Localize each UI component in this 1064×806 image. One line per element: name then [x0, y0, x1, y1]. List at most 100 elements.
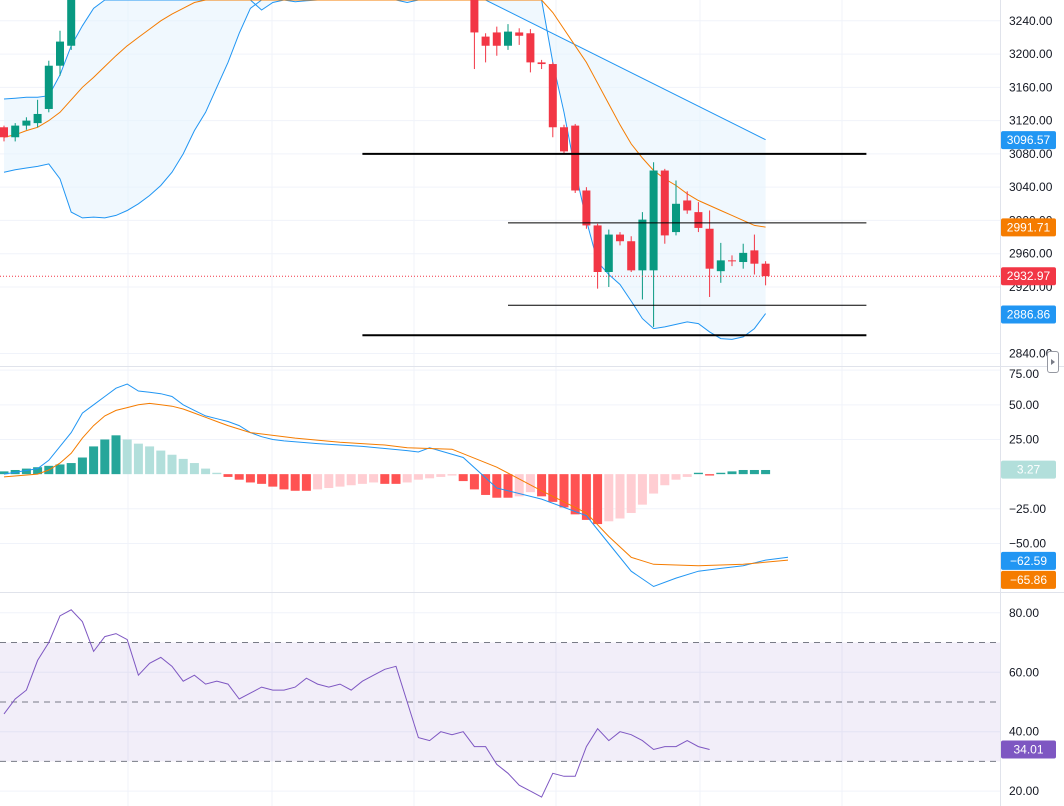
axis-tick-label: 80.00 [1009, 606, 1039, 620]
price-panel[interactable] [0, 0, 1000, 340]
rsi-panel[interactable] [0, 609, 1000, 798]
candle [616, 232, 624, 246]
macd-histogram-bar [537, 474, 547, 497]
macd-histogram-bar [313, 474, 323, 490]
macd-histogram-bar [458, 474, 468, 482]
last-price-badge-bg [1001, 267, 1056, 286]
last-price-badge: 2932.97 [1001, 267, 1056, 286]
axis-tick-label: 50.00 [1009, 398, 1039, 412]
rsi-value-badge-text: 34.01 [1013, 742, 1043, 756]
macd-histogram-bar [514, 474, 524, 497]
axis-tick-label: −50.00 [1009, 536, 1046, 550]
candle [649, 162, 658, 327]
bollinger-upper-badge-bg [1001, 131, 1056, 150]
macd-histogram-bar [671, 474, 681, 480]
scale-scroll-button[interactable] [1047, 351, 1059, 373]
macd-histogram-bar [380, 474, 390, 484]
signal-line-badge: −65.86 [1001, 570, 1056, 589]
macd-line-badge-text: −62.59 [1010, 554, 1047, 568]
candle-body [548, 64, 557, 128]
macd-histogram-bar [111, 435, 121, 475]
candle [481, 33, 490, 63]
macd-histogram-bar [682, 474, 692, 477]
bollinger-upper-badge-text: 3096.57 [1007, 133, 1051, 147]
macd-histogram-bar [559, 474, 569, 508]
macd-histogram-bar [436, 474, 446, 477]
macd-histogram-bar [413, 474, 423, 480]
candle-body [728, 260, 736, 262]
candle [537, 59, 546, 70]
candle [22, 117, 31, 130]
candle [638, 212, 647, 300]
axis-tick-label: 3240.00 [1009, 14, 1053, 28]
candle [728, 255, 736, 267]
candle [44, 60, 53, 113]
bollinger-band-fill [4, 0, 766, 340]
macd-panel[interactable] [0, 383, 789, 588]
axis-tick-label: 2960.00 [1009, 247, 1053, 261]
candle [694, 202, 703, 233]
candle [67, 0, 76, 50]
last-price-badge-text: 2932.97 [1007, 269, 1051, 283]
macd-line [3, 383, 789, 588]
macd-histogram-bar [223, 474, 233, 477]
macd-histogram-bar [268, 474, 278, 487]
bollinger-upper-badge: 3096.57 [1001, 131, 1056, 150]
macd-histogram-bar [481, 474, 491, 495]
macd-histogram-bar [257, 474, 267, 484]
rsi-line [3, 609, 710, 798]
macd-histogram-bar [402, 474, 412, 483]
macd-histogram-bar [335, 474, 345, 487]
bollinger-lower-badge-text: 2886.86 [1007, 308, 1051, 322]
macd-line-badge-bg [1001, 551, 1056, 570]
macd-histogram-bar [637, 474, 647, 505]
candle-body [750, 250, 759, 264]
bollinger-basis-badge-text: 2991.71 [1007, 220, 1051, 234]
grid [0, 0, 1000, 806]
axis-tick-label: 3080.00 [1009, 147, 1053, 161]
candle-body [739, 252, 748, 263]
candle-body [537, 62, 546, 65]
axis-tick-label: 20.00 [1009, 784, 1039, 798]
macd-histogram-bar [447, 474, 457, 476]
macd-histogram-bar [21, 468, 31, 475]
macd-histogram-bar [738, 469, 748, 475]
axis-tick-label: −25.00 [1009, 502, 1046, 516]
macd-histogram-bar [716, 472, 726, 475]
macd-histogram-bar [133, 443, 143, 475]
candle [739, 243, 748, 269]
candle [11, 123, 20, 142]
macd-histogram-bar [189, 463, 199, 475]
candle-body [582, 190, 591, 226]
axis-tick-label: 60.00 [1009, 665, 1039, 679]
candle [56, 30, 64, 76]
candle-body [627, 241, 636, 271]
candle [683, 191, 692, 214]
macd-histogram-bar [727, 471, 737, 475]
candle-body [761, 263, 770, 277]
macd-histogram-bar [469, 474, 479, 490]
macd-histogram-bar [77, 457, 87, 475]
macd-histogram-bar [167, 454, 177, 475]
macd-histogram-bar [492, 474, 502, 498]
macd-histogram-bar [100, 439, 110, 475]
candle [526, 29, 535, 73]
candle-body [481, 36, 490, 46]
macd-histogram-bar [749, 469, 759, 475]
macd-histogram-bar [581, 474, 591, 520]
macd-histogram-bar [178, 458, 188, 475]
value-badges: 3096.57 2991.71 2932.97 2886.86 3.27 −62.59 −6… [1001, 131, 1056, 759]
candle [560, 124, 568, 154]
candle-body [593, 225, 602, 273]
candle [504, 24, 512, 50]
macd-histogram-bar [570, 474, 580, 515]
candle-body [67, 0, 76, 46]
candle [627, 236, 636, 273]
macd-line-badge: −62.59 [1001, 551, 1056, 570]
rsi-value-badge: 34.01 [1001, 740, 1056, 759]
macd-histogram-bar [279, 474, 289, 490]
macd-histogram-badge-bg [1001, 460, 1056, 479]
macd-histogram-bar [761, 469, 771, 475]
